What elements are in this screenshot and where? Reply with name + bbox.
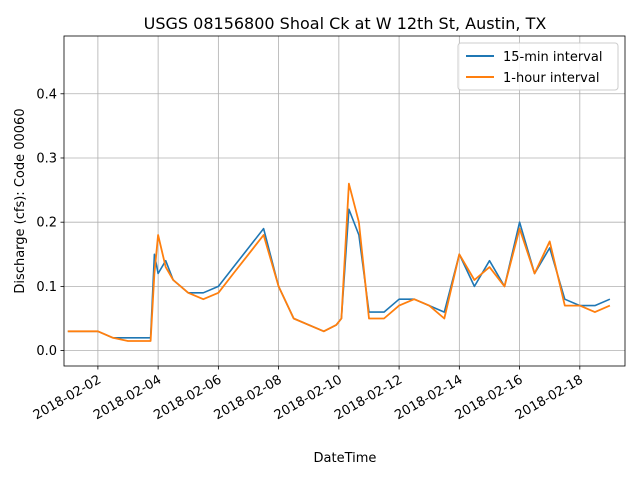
chart-title: USGS 08156800 Shoal Ck at W 12th St, Aus… [144,14,547,33]
plot-series [67,182,611,342]
legend-label-1hour: 1-hour interval [503,71,599,86]
y-axis-ticks: 0.0 0.1 0.2 0.3 0.4 [36,87,64,359]
legend-label-15min: 15-min interval [503,50,602,65]
plot-frame [63,35,626,367]
y-tick-label: 0.3 [36,151,57,166]
x-axis-label: DateTime [314,451,377,466]
y-tick-label: 0.1 [36,280,57,295]
grid [64,36,625,366]
series-line-1hour [67,182,611,342]
y-tick-label: 0.4 [36,87,57,102]
legend: 15-min interval 1-hour interval [457,42,619,91]
legend-box [457,42,619,91]
y-tick-label: 0.2 [36,216,57,231]
y-tick-label: 0.0 [36,344,57,359]
y-axis-label: Discharge (cfs): Code 00060 [13,108,28,293]
